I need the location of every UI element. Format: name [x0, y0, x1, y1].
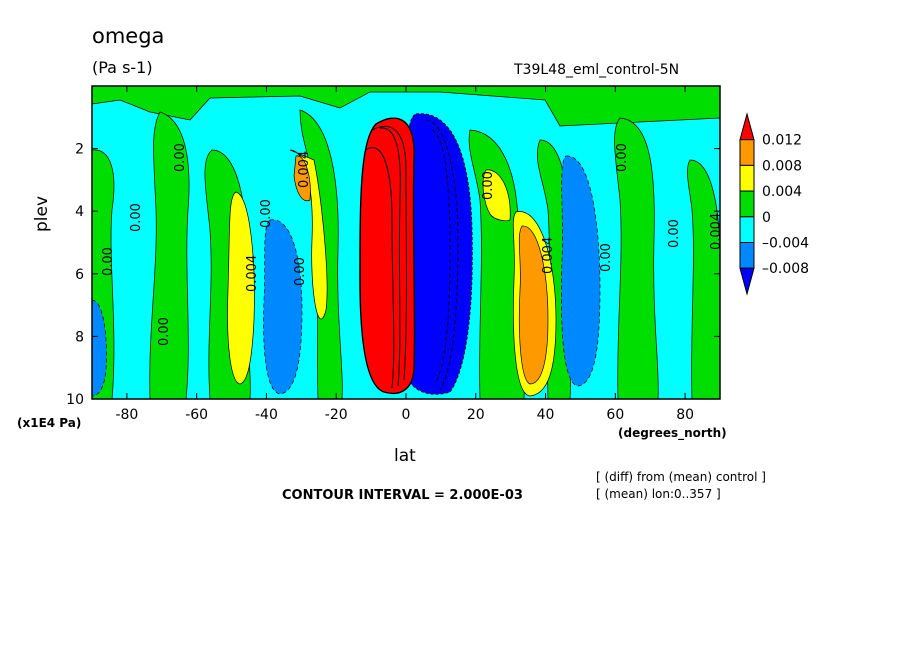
x-axis-label: lat: [394, 446, 416, 466]
x-tick-label: 40: [537, 407, 555, 423]
equatorial-contour-lines: [365, 119, 459, 391]
y-axis-units: (x1E4 Pa): [17, 416, 82, 430]
y-tick-label: 8: [75, 329, 84, 345]
colorbar-label: –0.008: [762, 261, 809, 277]
colorbar-segment: [739, 164, 755, 192]
contour-label: 0.00: [667, 219, 682, 248]
x-tick-label: -20: [325, 407, 348, 423]
annotation-mean: [ (mean) lon:0..357 ]: [596, 487, 721, 501]
x-tick-label: 20: [467, 407, 485, 423]
chart-units: (Pa s-1): [92, 58, 153, 77]
contour-label: 0.004: [709, 213, 724, 250]
contour-label: 0.00: [101, 247, 116, 276]
orange-regions: [293, 155, 549, 385]
chart-title: omega: [92, 24, 165, 48]
x-tick-label: 0: [402, 407, 411, 423]
x-tick-label: 60: [606, 407, 624, 423]
x-tick-label: -60: [185, 407, 208, 423]
colorbar-segment: [739, 267, 755, 296]
y-tick-label: 4: [75, 204, 84, 220]
colorbar-segment: [739, 112, 755, 141]
contour-label: 0.004: [297, 151, 312, 188]
contour-label: 0.00: [173, 143, 188, 172]
colorbar-segment: [739, 242, 755, 269]
y-tick-label: 10: [66, 392, 84, 408]
colorbar-label: –0.004: [762, 236, 809, 252]
contour-label: 0.004: [245, 255, 260, 292]
x-axis-units: (degrees_north): [618, 426, 727, 440]
colorbar-label: 0.004: [762, 184, 802, 200]
colorbar-label: 0: [762, 210, 771, 226]
x-tick-label: -40: [255, 407, 278, 423]
colorbar-segment: [739, 190, 755, 218]
contour-label: 0.00: [293, 257, 308, 286]
contour-label: 0.00: [599, 243, 614, 272]
colorbar-segment: [739, 216, 755, 244]
contour-label: 0.00: [615, 143, 630, 172]
x-axis-ticks: -80 -60 -40 -20 0 20 40 60 80: [115, 86, 694, 423]
run-label: T39L48_eml_control-5N: [514, 62, 680, 78]
blue-regions: [92, 155, 601, 397]
y-tick-label: 2: [75, 142, 84, 158]
contour-label: 0.00: [157, 317, 172, 346]
contour-label: 0.00: [259, 199, 274, 228]
annotation-diff: [ (diff) from (mean) control ]: [596, 470, 766, 484]
colorbar-label: 0.012: [762, 133, 802, 149]
x-tick-label: -80: [115, 407, 138, 423]
colorbar-segment: [739, 139, 755, 166]
colorbar: 0.012 0.008 0.004 0 –0.004 –0.008: [739, 112, 809, 296]
y-tick-label: 6: [75, 267, 84, 283]
contour-label: 0.004: [541, 237, 556, 274]
colorbar-label: 0.008: [762, 158, 802, 174]
contour-label: 0.00: [129, 203, 144, 232]
plot-area: [92, 86, 720, 399]
contour-interval: CONTOUR INTERVAL = 2.000E-03: [282, 488, 523, 503]
red-region: [359, 117, 416, 395]
x-tick-label: 80: [676, 407, 694, 423]
contour-label: 0.00: [481, 171, 496, 200]
y-axis-ticks: 2 4 6 8 10: [66, 142, 720, 408]
